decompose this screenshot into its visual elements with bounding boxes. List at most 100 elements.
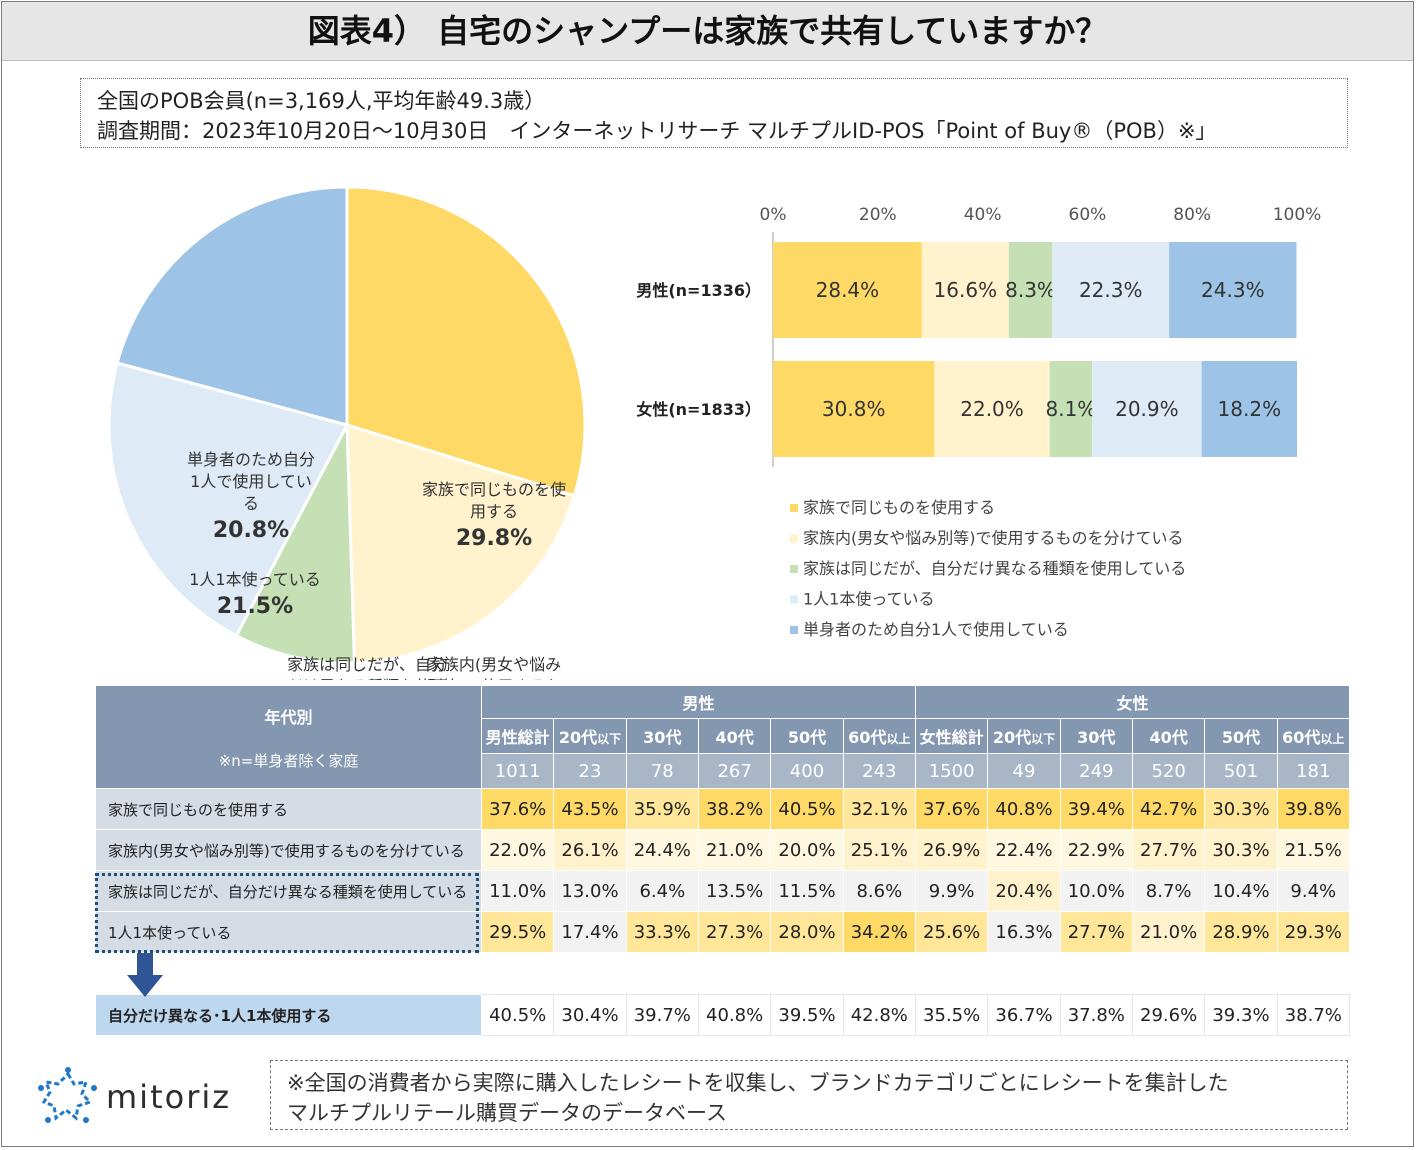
table-cell-3-2: 13.0% (553, 870, 627, 912)
column-header-main-5: 50代 (787, 728, 827, 747)
pie-label-2-line-1: 家族内(男女や悩み (427, 655, 561, 674)
axis-tick-1: 20% (859, 205, 897, 225)
legend-label-5: 単身者のため自分1人で使用している (803, 620, 1069, 639)
table-row: 1人1本使っている 29.5% 17.4% 33.3% 27.3% 28.0% 34.2% 2… (95, 911, 1350, 953)
column-header-main-6: 60代 (848, 728, 887, 747)
n-value-9: 249 (1059, 753, 1133, 789)
column-header-sub-8: 以下 (1031, 732, 1056, 746)
row-header-note: ※n=単身者除く家庭 (218, 751, 359, 770)
pie-label-1-line-1: 家族で同じものを使 (422, 480, 566, 499)
summary-cell-6: 42.8% (842, 994, 916, 1036)
summary-label: 自分だけ異なる･1人1本使用する (95, 994, 482, 1036)
column-header-11: 50代 (1204, 718, 1278, 754)
column-header-8: 20代以下 (987, 718, 1061, 754)
n-value-4: 267 (697, 753, 772, 789)
table-cell-1-2: 43.5% (553, 788, 627, 830)
column-header-main-3: 30代 (643, 728, 682, 747)
mitoriz-logo: mitoriz (36, 1064, 266, 1128)
footnote-box: ※全国の消費者から実際に購入したレシートを収集し、ブランドカテゴリごとにレシート… (270, 1060, 1348, 1130)
column-header-5: 50代 (770, 718, 844, 754)
pie-label-2-line-2: 別等)で使用するも (427, 677, 561, 680)
row-header-title: 年代別 (264, 707, 313, 727)
pie-pct-1: 29.8% (456, 526, 532, 551)
column-header-main-4: 40代 (715, 728, 754, 747)
table-cell-4-11: 28.9% (1204, 911, 1278, 953)
n-value-8: 49 (987, 753, 1061, 789)
column-header-10: 40代 (1131, 718, 1206, 754)
table-cell-1-7: 37.6% (914, 788, 989, 830)
table-cell-4-6: 34.2% (842, 911, 916, 953)
summary-cell-12: 38.7% (1276, 994, 1350, 1036)
title-bar: 図表4） 自宅のシャンプーは家族で共有していますか？ (2, 2, 1413, 61)
column-header-9: 30代 (1059, 718, 1133, 754)
group-header-1: 男性 (481, 685, 916, 719)
summary-cell-11: 39.3% (1204, 994, 1278, 1036)
table-row: 家族は同じだが、自分だけ異なる種類を使用している 11.0% 13.0% 6.4% 13… (95, 870, 1350, 912)
pie-slice-1 (345, 185, 587, 498)
logo-mark-icon (38, 1067, 97, 1123)
pie-label-3-line-2: だけ異なる種類を使用 (287, 677, 447, 680)
table-cell-1-4: 38.2% (697, 788, 772, 830)
pie-label-3-line-1: 家族は同じだが、自分 (287, 655, 447, 674)
column-header-sub-6: 以上 (886, 732, 911, 746)
bar-val-2-5: 18.2% (1218, 397, 1282, 421)
bar-val-1-4: 22.3% (1079, 278, 1143, 302)
table-cell-3-5: 11.5% (770, 870, 844, 912)
column-header-sub-12: 以上 (1320, 732, 1345, 746)
n-value-2: 23 (553, 753, 627, 789)
bar-row-label-1: 男性(n=1336） (636, 281, 761, 300)
column-header-main-1: 男性総計 (485, 728, 550, 747)
logo-text: mitoriz (106, 1078, 232, 1116)
pie-label-5-line-2: 1人で使用してい (190, 472, 312, 491)
table-cell-1-6: 32.1% (842, 788, 916, 830)
table-cell-3-8: 20.4% (987, 870, 1061, 912)
table-spacer-row (95, 952, 1350, 995)
summary-cell-8: 36.7% (987, 994, 1061, 1036)
pie-chart: 家族で同じものを使用する29.8%家族内(男女や悩み別等)で使用するものを分けて… (107, 185, 587, 680)
column-header-3: 30代 (625, 718, 699, 754)
table-cell-1-9: 39.4% (1059, 788, 1133, 830)
footnote-line-2: マルチプルリテール購買データのデータベース (287, 1101, 727, 1125)
table-cell-2-5: 20.0% (770, 829, 844, 871)
row-label-3: 家族は同じだが、自分だけ異なる種類を使用している (95, 870, 482, 912)
legend-swatch-1 (790, 504, 798, 512)
n-value-12: 181 (1276, 753, 1350, 789)
table-cell-4-1: 29.5% (480, 911, 555, 953)
legend-swatch-5 (790, 626, 798, 634)
table-cell-2-7: 26.9% (914, 829, 989, 871)
table-cell-4-5: 28.0% (770, 911, 844, 953)
footnote-line-1: ※全国の消費者から実際に購入したレシートを収集し、ブランドカテゴリごとにレシート… (287, 1071, 1229, 1095)
bar-val-2-2: 22.0% (960, 397, 1024, 421)
column-header-main-8: 20代 (992, 728, 1032, 747)
summary-cell-4: 40.8% (697, 994, 772, 1036)
summary-cell-5: 39.5% (770, 994, 844, 1036)
table-cell-1-10: 42.7% (1131, 788, 1206, 830)
bar-val-1-5: 24.3% (1201, 278, 1265, 302)
bar-seg-1-3 (1008, 242, 1053, 338)
axis-tick-3: 60% (1069, 205, 1107, 225)
bar-seg-2-3 (1049, 361, 1093, 457)
column-header-7: 女性総計 (914, 718, 989, 754)
stacked-bar-chart: 0% 20% 40% 60% 80% 100% 男性(n=1336） 28.4% 16.6% 8.… (636, 205, 1322, 639)
table-cell-1-12: 39.8% (1276, 788, 1350, 830)
column-header-main-2: 20代 (558, 728, 598, 747)
survey-period-text: 調査期間：2023年10月20日～10月30日 インターネットリサーチ マルチプ… (97, 119, 1217, 143)
axis-tick-5: 100% (1273, 205, 1322, 225)
bar-val-1-2: 16.6% (934, 278, 998, 302)
axis-tick-4: 80% (1173, 205, 1211, 225)
n-value-1: 1011 (480, 753, 555, 789)
bar-seg-2-1 (773, 361, 935, 457)
table-cell-2-1: 22.0% (480, 829, 555, 871)
table-cell-2-9: 22.9% (1059, 829, 1133, 871)
group-header-2: 女性 (914, 685, 1350, 719)
row-header-title-cell: 年代別 ※n=単身者除く家庭 (95, 685, 482, 789)
pie-label-5-line-1: 単身者のため自分 (187, 450, 315, 469)
n-value-6: 243 (842, 753, 916, 789)
table-cell-1-11: 30.3% (1204, 788, 1278, 830)
column-header-1: 男性総計 (480, 718, 555, 754)
bar-seg-1-4 (1052, 242, 1170, 338)
n-value-7: 1500 (914, 753, 989, 789)
figure-title: 図表4） 自宅のシャンプーは家族で共有していますか？ (307, 12, 1108, 50)
table-cell-3-11: 10.4% (1204, 870, 1278, 912)
